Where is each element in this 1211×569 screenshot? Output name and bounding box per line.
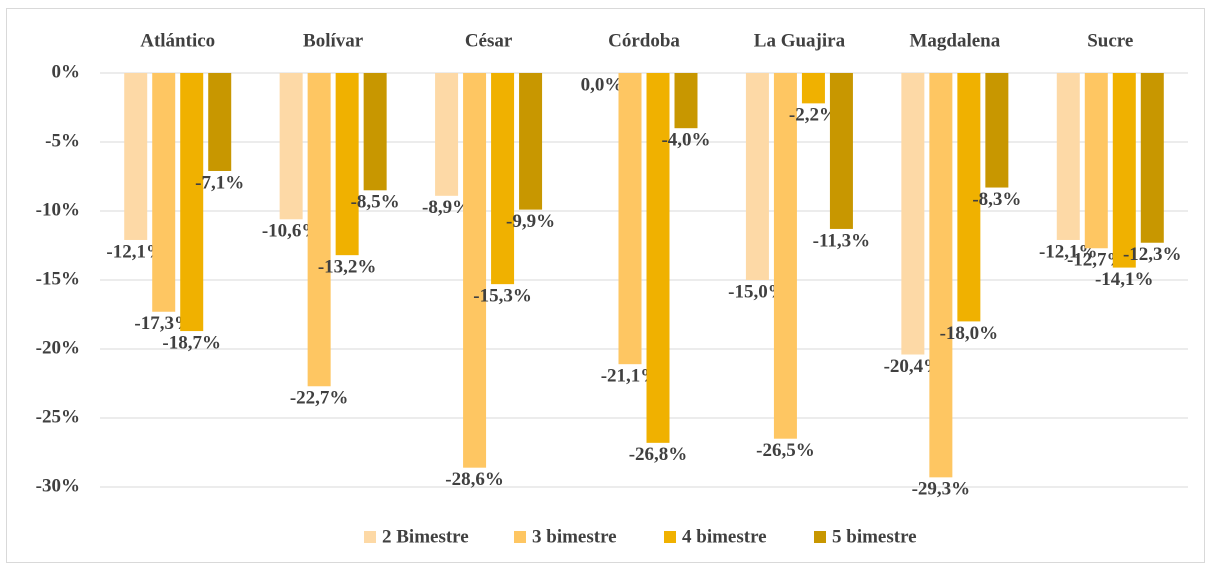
data-label: -21,1% [601, 366, 660, 387]
data-label: -18,7% [162, 332, 221, 353]
legend-swatch [514, 531, 526, 543]
bar [180, 73, 204, 332]
data-label: -12,7% [1067, 250, 1126, 271]
data-label: -26,5% [756, 440, 815, 461]
data-label: -28,6% [445, 469, 504, 490]
bar [985, 73, 1009, 188]
bar [957, 73, 981, 322]
legend-swatch [364, 531, 376, 543]
data-label: 0,0% [581, 74, 624, 95]
data-label: -26,8% [629, 444, 688, 465]
legend-label: 3 bimestre [532, 526, 617, 547]
data-label: -11,3% [813, 230, 871, 251]
x-tick-label: César [465, 30, 513, 51]
bar [646, 73, 670, 443]
data-label: -15,0% [728, 281, 787, 302]
legend-label: 5 bimestre [832, 526, 917, 547]
data-label: -18,0% [940, 323, 999, 344]
bar [773, 73, 797, 439]
bar [829, 73, 853, 229]
data-label: -12,1% [106, 241, 165, 262]
legend-swatch [814, 531, 826, 543]
data-label: -14,1% [1095, 269, 1154, 290]
data-label: -12,1% [1039, 241, 1098, 262]
bar [208, 73, 232, 171]
data-label: -17,3% [134, 313, 193, 334]
bar [801, 73, 825, 104]
data-label: -13,2% [318, 257, 377, 278]
bar [745, 73, 769, 280]
x-tick-label: Sucre [1087, 30, 1133, 51]
bar [491, 73, 515, 285]
y-tick-label: 0% [52, 61, 81, 82]
bar [335, 73, 359, 256]
data-label: -4,0% [661, 130, 710, 151]
data-label: -20,4% [884, 356, 943, 377]
bar [674, 73, 698, 129]
bar [279, 73, 303, 220]
bar [901, 73, 925, 355]
bar [124, 73, 148, 240]
y-tick-label: -20% [36, 337, 80, 358]
data-label: -10,6% [262, 221, 321, 242]
legend-label: 4 bimestre [682, 526, 767, 547]
bar [929, 73, 953, 478]
data-label: -2,2% [789, 105, 838, 126]
data-label: -15,3% [473, 285, 532, 306]
bar [435, 73, 459, 196]
data-label: -8,3% [972, 189, 1021, 210]
data-label: -8,5% [351, 192, 400, 213]
bar [307, 73, 331, 387]
data-label: -7,1% [195, 172, 244, 193]
legend-swatch [664, 531, 676, 543]
x-tick-label: Atlántico [140, 30, 215, 51]
x-tick-label: Magdalena [909, 30, 1000, 51]
data-label: -9,9% [506, 211, 555, 232]
bar [463, 73, 487, 468]
x-tick-label: Córdoba [608, 30, 680, 51]
bar [1112, 73, 1136, 268]
bar [1084, 73, 1108, 249]
data-label: -8,9% [422, 197, 471, 218]
bar [1056, 73, 1080, 240]
y-tick-label: -15% [36, 268, 80, 289]
x-tick-label: La Guajira [754, 30, 846, 51]
bar [1140, 73, 1164, 243]
bar [618, 73, 642, 365]
bar [363, 73, 387, 191]
y-tick-label: -25% [36, 406, 80, 427]
data-label: -12,3% [1123, 244, 1182, 265]
x-tick-label: Bolívar [303, 30, 364, 51]
bar [519, 73, 543, 210]
bar [152, 73, 176, 312]
data-label: -29,3% [912, 479, 971, 500]
y-tick-label: -10% [36, 199, 80, 220]
data-label: -22,7% [290, 388, 349, 409]
legend-label: 2 Bimestre [382, 526, 469, 547]
y-tick-label: -5% [45, 130, 80, 151]
y-tick-label: -30% [36, 475, 80, 496]
